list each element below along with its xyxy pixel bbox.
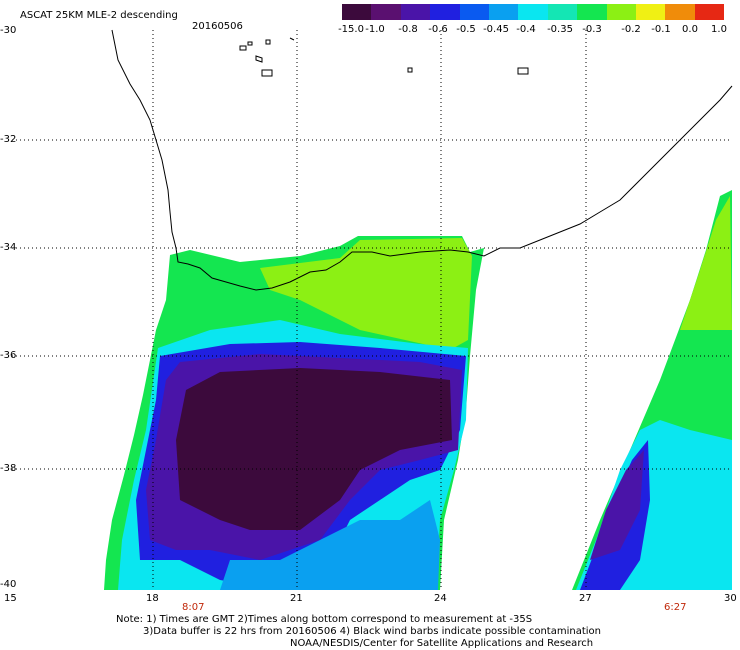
lon-label: 24 bbox=[434, 593, 447, 604]
colorbar-segment bbox=[430, 4, 460, 20]
note-line: Note: 1) Times are GMT 2)Times along bot… bbox=[116, 614, 533, 625]
colorbar-segment bbox=[400, 4, 431, 20]
colorbar-label: -0.6 bbox=[428, 24, 448, 35]
colorbar-label: -1.0 bbox=[365, 24, 385, 35]
colorbar-label: 0.0 bbox=[682, 24, 698, 35]
lon-label: 30 bbox=[724, 593, 737, 604]
right-swath-yellowgreen bbox=[680, 196, 732, 330]
colorbar-label: -0.5 bbox=[456, 24, 476, 35]
colorbar-labels: -15.0 -1.0 -0.8 -0.6 -0.5 -0.45 -0.4 -0.… bbox=[324, 24, 740, 36]
lat-label: -36 bbox=[0, 350, 17, 361]
colorbar-segment bbox=[577, 4, 607, 20]
colorbar-label: -0.45 bbox=[483, 24, 509, 35]
lon-label: 21 bbox=[290, 593, 303, 604]
lon-label: 15 bbox=[4, 593, 17, 604]
colorbar-segment bbox=[342, 4, 372, 20]
lat-label: -40 bbox=[0, 579, 17, 590]
colorbar-label: -0.1 bbox=[651, 24, 671, 35]
lat-label: -32 bbox=[0, 134, 17, 145]
colorbar-segment bbox=[488, 4, 519, 20]
colorbar-label: -0.2 bbox=[621, 24, 641, 35]
colorbar-label: -0.8 bbox=[398, 24, 418, 35]
map-date: 20160506 bbox=[192, 21, 243, 32]
colorbar-segment bbox=[665, 4, 695, 20]
colorbar-label: -0.4 bbox=[516, 24, 536, 35]
lon-label: 27 bbox=[579, 593, 592, 604]
colorbar-segment bbox=[547, 4, 578, 20]
colorbar-label: -0.3 bbox=[582, 24, 602, 35]
colorbar-segment bbox=[518, 4, 548, 20]
lat-label: -30 bbox=[0, 25, 17, 36]
note-line: 3)Data buffer is 22 hrs from 20160506 4)… bbox=[143, 626, 601, 637]
colorbar-label: -15.0 bbox=[338, 24, 364, 35]
coastline-islands bbox=[239, 37, 529, 77]
colorbar-label: -0.35 bbox=[547, 24, 573, 35]
colorbar-segment bbox=[371, 4, 401, 20]
colorbar-segment bbox=[694, 4, 725, 20]
wind-data-swaths bbox=[104, 190, 732, 590]
lat-label: -38 bbox=[0, 463, 17, 474]
swath-upper-yellowgreen bbox=[260, 238, 472, 350]
colorbar-label: 1.0 bbox=[711, 24, 727, 35]
colorbar-segment bbox=[635, 4, 666, 20]
colorbar bbox=[342, 4, 725, 20]
swath-dark-core bbox=[176, 368, 452, 530]
lat-label: -34 bbox=[0, 242, 17, 253]
map-title: ASCAT 25KM MLE-2 descending bbox=[20, 10, 178, 21]
lon-label: 18 bbox=[146, 593, 159, 604]
colorbar-segment bbox=[459, 4, 489, 20]
pass-time: 6:27 bbox=[664, 602, 687, 613]
colorbar-segment bbox=[606, 4, 636, 20]
map-grid bbox=[8, 30, 732, 590]
footer-notes: Note: 1) Times are GMT 2)Times along bot… bbox=[116, 614, 601, 650]
note-line: NOAA/NESDIS/Center for Satellite Applica… bbox=[290, 638, 594, 649]
swath-light-blue-bottom bbox=[220, 500, 440, 590]
coastline bbox=[111, 29, 733, 291]
pass-time: 8:07 bbox=[182, 602, 205, 613]
right-swath-dark bbox=[590, 450, 644, 560]
